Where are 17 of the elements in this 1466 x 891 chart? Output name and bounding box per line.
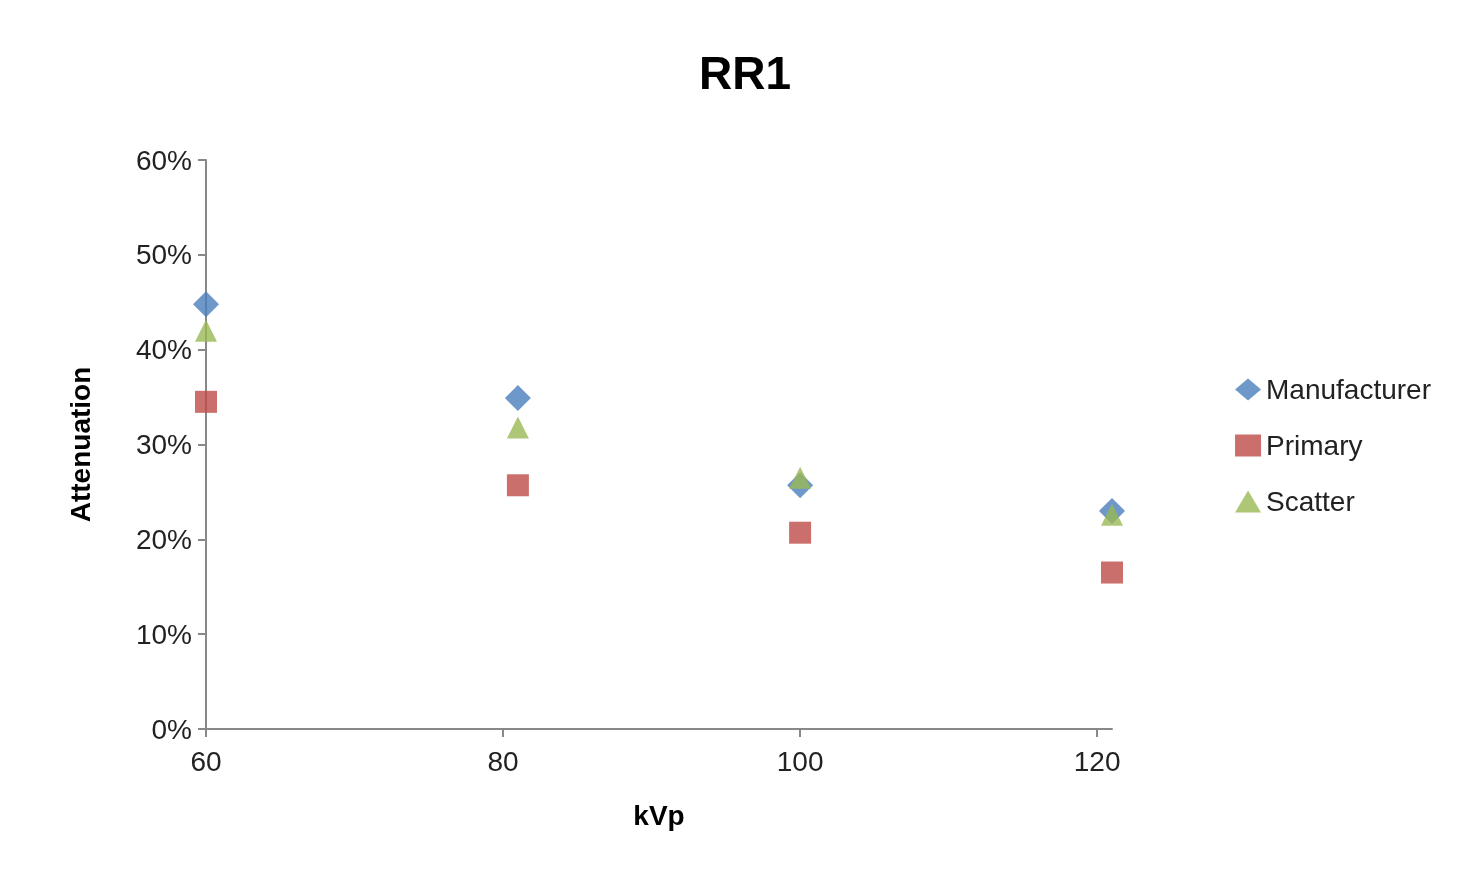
y-tick-label: 30%	[135, 429, 192, 460]
x-tick-label: 120	[1073, 745, 1121, 777]
legend-label: Primary	[1266, 430, 1363, 461]
x-tick-label: 100	[776, 745, 824, 777]
y-tick-label: 10%	[135, 618, 192, 650]
y-tick-label: 20%	[135, 523, 192, 555]
x-axis-title: kVp	[633, 799, 685, 831]
y-tick-label: 50%	[135, 239, 192, 271]
x-tick-label: 80	[487, 745, 519, 777]
y-tick-label: 0%	[151, 713, 192, 745]
legend-label: Manufacturer	[1266, 374, 1431, 405]
x-tick-label: 60	[190, 745, 222, 777]
y-axis-title: Attenuation	[64, 366, 96, 523]
legend-label: Scatter	[1266, 486, 1355, 517]
y-tick-label: 40%	[135, 334, 192, 366]
y-tick-label: 60%	[135, 144, 192, 176]
chart-title: RR1	[698, 47, 792, 99]
